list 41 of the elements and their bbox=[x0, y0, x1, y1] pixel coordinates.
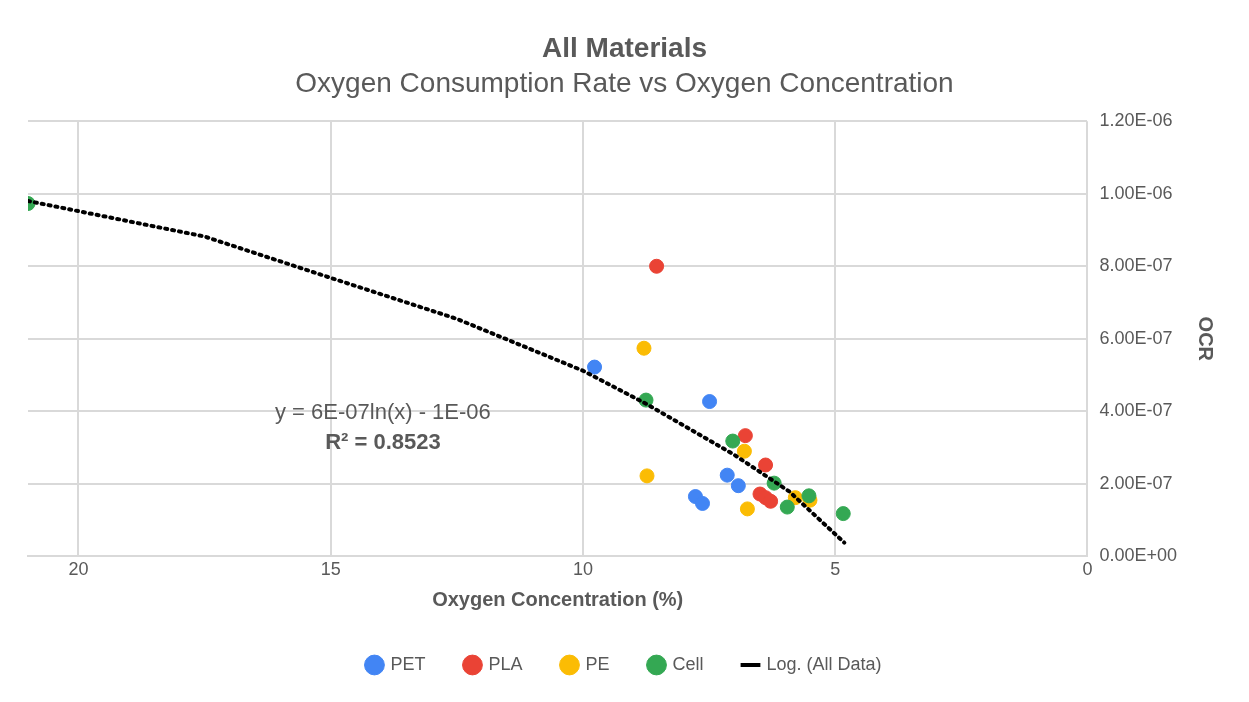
point bbox=[739, 501, 755, 517]
legend-label: PET bbox=[390, 653, 426, 674]
legend-label: Cell bbox=[672, 653, 704, 674]
x-tick-label: 15 bbox=[320, 559, 341, 580]
x-axis-title: Oxygen Concentration (%) bbox=[432, 587, 684, 610]
x-tick-label: 20 bbox=[68, 559, 89, 580]
point bbox=[730, 478, 746, 494]
point bbox=[801, 488, 817, 504]
point bbox=[649, 258, 665, 274]
annotation: R² = 0.8523 bbox=[325, 428, 441, 454]
x-tick-label: 0 bbox=[1082, 559, 1093, 580]
y-axis-title: OCR bbox=[1195, 316, 1218, 362]
y-tick-label: 0.00E+00 bbox=[1099, 545, 1178, 566]
annotation: y = 6E-07ln(x) - 1E-06 bbox=[275, 398, 491, 424]
y-tick-label: 1.00E-06 bbox=[1099, 182, 1173, 203]
point bbox=[725, 433, 741, 449]
point bbox=[737, 428, 753, 444]
legend-label: PLA bbox=[488, 653, 523, 674]
x-tick-label: 10 bbox=[572, 559, 593, 580]
y-tick-label: 1.20E-06 bbox=[1099, 110, 1173, 131]
point bbox=[736, 443, 752, 459]
point bbox=[779, 499, 795, 515]
point bbox=[763, 493, 779, 509]
point bbox=[695, 495, 710, 511]
legend-label: PE bbox=[585, 653, 610, 674]
point bbox=[719, 467, 735, 483]
x-tick-label: 5 bbox=[830, 559, 841, 580]
chart-subtitle: Oxygen Consumption Rate vs Oxygen Concentration bbox=[295, 67, 954, 99]
chart-title: All Materials bbox=[542, 31, 707, 63]
point bbox=[587, 359, 603, 375]
line-series bbox=[28, 198, 847, 545]
point bbox=[835, 506, 851, 522]
legend-label: Log. (All Data) bbox=[766, 653, 882, 674]
point bbox=[702, 394, 718, 410]
point bbox=[758, 457, 774, 473]
point bbox=[636, 340, 652, 356]
y-tick-label: 2.00E-07 bbox=[1099, 472, 1173, 493]
y-tick-label: 4.00E-07 bbox=[1099, 400, 1173, 421]
y-tick-label: 6.00E-07 bbox=[1099, 327, 1173, 348]
y-tick-label: 8.00E-07 bbox=[1099, 255, 1173, 276]
point bbox=[639, 468, 655, 484]
